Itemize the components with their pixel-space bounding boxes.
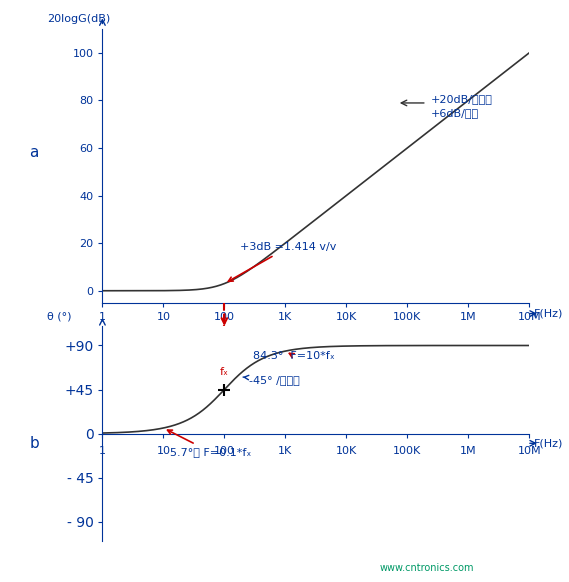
Text: +20dB/十倍频
+6dB/倍频: +20dB/十倍频 +6dB/倍频	[431, 94, 493, 118]
Text: +3dB =1.414 v/v: +3dB =1.414 v/v	[228, 242, 336, 281]
Text: θ (°): θ (°)	[47, 311, 72, 322]
Text: F(Hz): F(Hz)	[533, 438, 563, 448]
Text: 1M: 1M	[460, 446, 476, 456]
Text: www.cntronics.com: www.cntronics.com	[380, 563, 474, 573]
Text: 10: 10	[156, 446, 170, 456]
Text: b: b	[29, 436, 39, 451]
Text: 1K: 1K	[278, 446, 292, 456]
Text: 84.3°  F=10*fₓ: 84.3° F=10*fₓ	[253, 351, 335, 361]
Text: 100K: 100K	[393, 446, 422, 456]
Text: 10M: 10M	[517, 446, 541, 456]
Text: 10K: 10K	[336, 446, 357, 456]
Text: F(Hz): F(Hz)	[533, 308, 563, 318]
Text: -45° /十倍频: -45° /十倍频	[243, 375, 299, 385]
Text: 100: 100	[214, 446, 235, 456]
Text: a: a	[30, 145, 39, 159]
Text: 20logG(dB): 20logG(dB)	[47, 13, 110, 24]
Text: fₓ: fₓ	[220, 367, 229, 377]
Text: 5.7°， F=0.1*fₓ: 5.7°， F=0.1*fₓ	[167, 430, 251, 457]
Text: 1: 1	[99, 446, 106, 456]
